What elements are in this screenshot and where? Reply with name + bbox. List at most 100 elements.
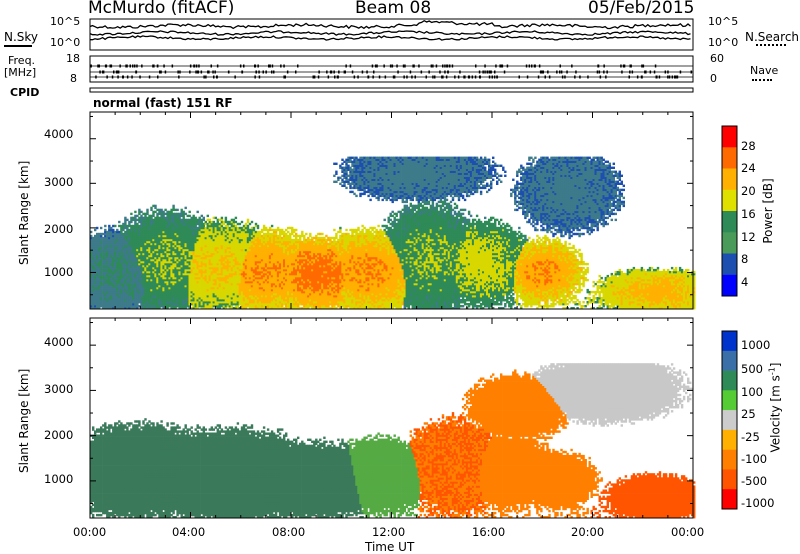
freq-mark [117, 76, 119, 79]
freq-mark [153, 65, 155, 68]
freq-mark [258, 71, 260, 74]
freq-mark [90, 65, 92, 68]
freq-mark [403, 76, 405, 79]
freq-mark [318, 71, 320, 74]
freq-mark [665, 71, 667, 74]
freq-mark [641, 65, 643, 68]
freq-mark [328, 76, 330, 79]
freq-mark [404, 65, 406, 68]
freq-mark [667, 76, 669, 79]
power-cell [138, 209, 140, 211]
power-cell [295, 229, 297, 231]
freq-mark [333, 71, 335, 74]
power-cell [178, 257, 180, 259]
freq-mark [421, 71, 423, 74]
freq-mark [139, 76, 141, 79]
power-cell [146, 209, 148, 211]
freq-mark [273, 71, 275, 74]
freq-mark [447, 65, 449, 68]
freq-mark [132, 65, 134, 68]
freq-mark [469, 76, 471, 79]
freq-mark [354, 76, 356, 79]
freq-mark [606, 71, 608, 74]
freq-mark [268, 65, 270, 68]
freq-mark [257, 65, 259, 68]
freq-mark [214, 71, 216, 74]
freq-mark [269, 65, 271, 68]
freq-mark [117, 71, 119, 74]
freq-mark [318, 76, 320, 79]
freq-mark [677, 76, 679, 79]
freq-mark [482, 71, 484, 74]
freq-mark [352, 71, 354, 74]
freq-mark [350, 65, 352, 68]
power-cell [124, 221, 126, 223]
freq-mark [103, 71, 105, 74]
freq-mark [375, 65, 377, 68]
freq-mark [136, 71, 138, 74]
power-cell [279, 257, 281, 259]
freq-mark [313, 76, 315, 79]
power-cell [219, 293, 221, 295]
freq-mark [431, 65, 433, 68]
freq-mark [297, 65, 299, 68]
freq-mark [507, 65, 509, 68]
freq-mark [603, 71, 605, 74]
freq-mark [669, 76, 671, 79]
power-cell [209, 219, 211, 221]
freq-mark [600, 76, 602, 79]
freq-mark [362, 71, 364, 74]
freq-mark [411, 76, 413, 79]
freq-mark [547, 71, 549, 74]
power-cell [235, 217, 237, 219]
freq-mark [415, 76, 417, 79]
power-cell [100, 227, 102, 229]
freq-mark [295, 71, 297, 74]
freq-mark [519, 76, 521, 79]
freq-mark [655, 65, 657, 68]
freq-mark [479, 71, 481, 74]
freq-mark [357, 76, 359, 79]
freq-mark [134, 65, 136, 68]
freq-mark [122, 76, 124, 79]
power-cell [207, 215, 209, 217]
freq-mark [373, 71, 375, 74]
freq-mark [587, 76, 589, 79]
freq-mark [203, 76, 205, 79]
power-cell [138, 217, 140, 219]
freq-mark [598, 65, 600, 68]
power-cell [130, 221, 132, 223]
freq-mark [501, 65, 503, 68]
freq-marks [90, 65, 693, 79]
power-cell [178, 213, 180, 215]
freq-mark [243, 65, 245, 68]
freq-mark [597, 71, 599, 74]
power-cell [219, 257, 221, 259]
freq-mark [172, 65, 174, 68]
freq-mark [190, 65, 192, 68]
power-cell [100, 257, 102, 259]
power-cell [259, 257, 261, 259]
freq-mark [675, 76, 677, 79]
freq-mark [562, 76, 564, 79]
power-cell [185, 207, 187, 209]
freq-mark [141, 65, 143, 68]
freq-mark [464, 76, 466, 79]
freq-mark [428, 71, 430, 74]
freq-mark [367, 76, 369, 79]
power-cell [197, 211, 199, 213]
freq-mark [189, 71, 191, 74]
freq-mark [127, 76, 128, 79]
freq-mark [97, 65, 99, 68]
freq-mark [263, 71, 265, 74]
freq-mark [265, 71, 267, 74]
freq-mark [178, 76, 180, 79]
freq-mark [259, 76, 261, 79]
power-cell [118, 221, 120, 223]
freq-mark [624, 65, 626, 68]
freq-mark [545, 76, 547, 79]
freq-mark [331, 71, 333, 74]
freq-mark [105, 65, 107, 68]
freq-mark [475, 65, 477, 68]
freq-mark [691, 71, 693, 74]
